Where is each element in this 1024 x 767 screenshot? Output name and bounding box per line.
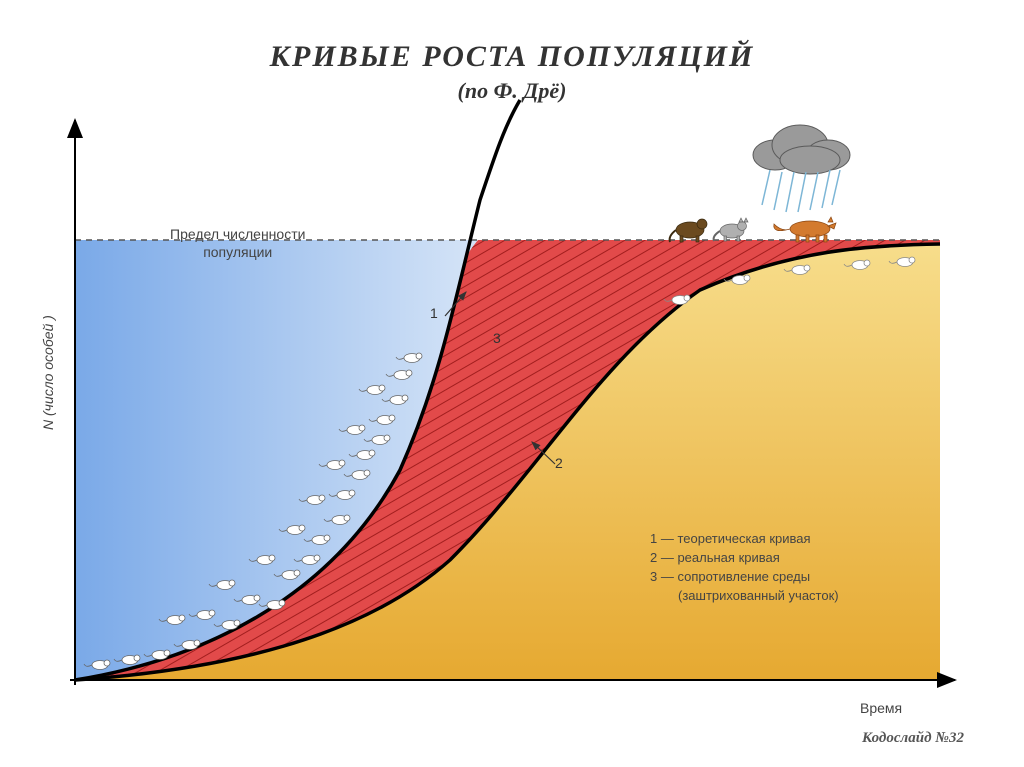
curve-marker-1: 1 [430,305,438,321]
storm-cloud-icon [753,125,850,212]
legend-item-1: 1 — теоретическая кривая [650,530,839,549]
predators-icon [670,217,836,242]
legend-item-2: 2 — реальная кривая [650,549,839,568]
limit-label: Предел численности популяции [170,225,305,261]
legend-item-3: 3 — сопротивление среды [650,568,839,587]
slide-number-footer: Кодослайд №32 [862,730,964,747]
limit-label-text: Предел численности популяции [170,226,305,260]
growth-chart [0,0,1024,767]
curve-marker-2: 2 [555,455,563,471]
legend: 1 — теоретическая кривая 2 — реальная кр… [650,530,839,605]
legend-item-3b: (заштрихованный участок) [650,587,839,606]
x-axis-label: Время [860,700,902,716]
curve-marker-3: 3 [493,330,501,346]
